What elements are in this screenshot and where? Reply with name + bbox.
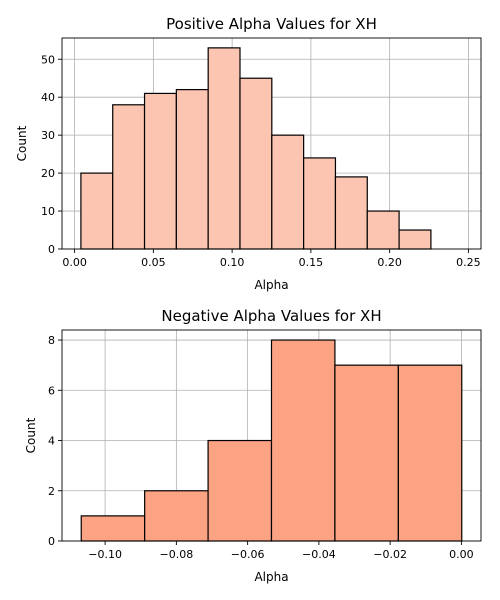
x-tick-label: −0.06 [231, 548, 265, 561]
y-tick-label: 40 [41, 91, 55, 104]
histogram-bar [207, 47, 241, 250]
histogram-bar [175, 89, 209, 250]
y-tick-label: 50 [41, 53, 55, 66]
histogram-bar [271, 134, 305, 250]
y-tick-label: 0 [48, 243, 55, 256]
histogram-bar [397, 364, 463, 542]
y-tick-label: 0 [48, 535, 55, 548]
x-tick-label: 0.10 [220, 256, 245, 269]
chart-title: Positive Alpha Values for XH [166, 15, 377, 33]
histogram-bar [112, 104, 146, 250]
x-tick-label: 0.00 [62, 256, 87, 269]
histogram-bar [366, 210, 400, 250]
axes-frame [61, 329, 482, 542]
y-tick-label: 8 [48, 334, 55, 347]
y-axis-label: Count [24, 417, 38, 453]
histogram-bar [207, 439, 273, 542]
y-tick-label: 10 [41, 205, 55, 218]
x-tick-label: 0.05 [141, 256, 166, 269]
y-tick-label: 6 [48, 384, 55, 397]
x-tick-label: 0.25 [456, 256, 481, 269]
x-axis-label: Alpha [254, 278, 288, 292]
chart-title: Negative Alpha Values for XH [161, 307, 381, 325]
histogram-bar [80, 515, 146, 542]
y-tick-label: 30 [41, 129, 55, 142]
histogram-bar [303, 157, 337, 250]
histogram-bar [144, 490, 209, 542]
x-tick-label: 0.00 [449, 548, 474, 561]
histogram-bar [270, 339, 336, 542]
x-axis-label: Alpha [254, 570, 288, 584]
x-tick-label: 0.15 [299, 256, 324, 269]
histogram-bar [239, 77, 273, 250]
histogram-bar [334, 364, 399, 542]
y-tick-label: 2 [48, 485, 55, 498]
x-tick-label: −0.08 [160, 548, 194, 561]
x-tick-label: −0.02 [373, 548, 407, 561]
histogram-bar [143, 92, 177, 250]
x-tick-label: 0.20 [377, 256, 402, 269]
y-tick-label: 4 [48, 435, 55, 448]
positive-alpha-chart: 0.00 0.05 0.10 0.15 0.20 0.25 0 10 20 30 40 50 Posit… [15, 15, 482, 292]
x-tick-label: −0.10 [88, 548, 122, 561]
histogram-bar [80, 172, 114, 250]
histogram-bar [398, 229, 432, 250]
x-tick-label: −0.04 [302, 548, 336, 561]
y-axis-label: Count [15, 125, 29, 161]
y-tick-label: 20 [41, 167, 55, 180]
negative-alpha-chart: −0.10 −0.08 −0.06 −0.04 −0.02 0.00 0 2 4 6 8 Negati… [24, 307, 482, 584]
histogram-bar [334, 176, 368, 250]
axes-frame [61, 37, 482, 250]
